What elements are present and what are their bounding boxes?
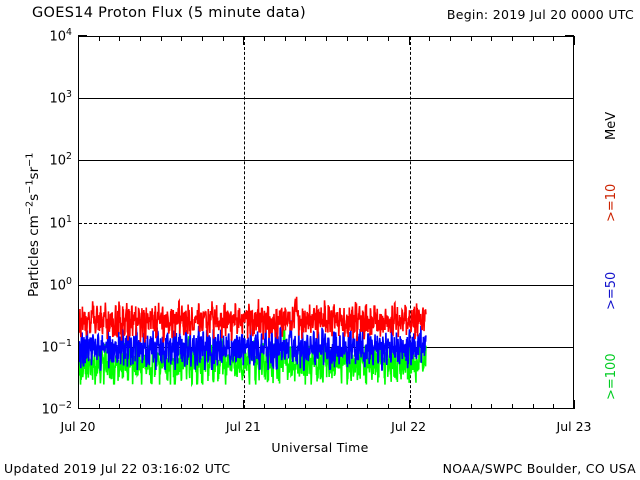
x-major-tick xyxy=(243,36,245,45)
x-minor-tick xyxy=(470,404,472,409)
legend-ge-50: >=50 xyxy=(604,271,619,310)
x-major-tick xyxy=(408,400,410,409)
x-minor-tick xyxy=(181,36,183,41)
x-minor-tick xyxy=(491,404,493,409)
x-tick-label-3: Jul 23 xyxy=(556,419,592,434)
x-minor-tick xyxy=(346,36,348,41)
plot-area xyxy=(78,36,574,409)
gridline-1e3 xyxy=(79,98,573,100)
x-minor-tick xyxy=(202,36,203,41)
legend-unit-mev: MeV xyxy=(604,111,619,140)
x-minor-tick xyxy=(367,404,369,409)
x-minor-tick xyxy=(367,36,369,41)
x-tick-label-2: Jul 22 xyxy=(391,419,427,434)
x-minor-tick xyxy=(429,36,431,41)
x-minor-tick xyxy=(450,404,451,409)
legend-ge-100: >=100 xyxy=(604,353,619,400)
source-credit: NOAA/SWPC Boulder, CO USA xyxy=(442,461,636,476)
x-minor-tick xyxy=(388,404,389,409)
x-minor-tick xyxy=(553,36,555,41)
x-minor-tick xyxy=(181,404,183,409)
y-major-tick xyxy=(78,35,87,36)
x-minor-tick xyxy=(140,36,141,41)
x-minor-tick xyxy=(264,36,265,41)
x-minor-tick xyxy=(470,36,472,41)
x-major-tick xyxy=(574,36,575,45)
begin-time-label: Begin: 2019 Jul 20 0000 UTC xyxy=(446,7,634,22)
legend-ge-10: >=10 xyxy=(604,183,619,222)
page-title: GOES14 Proton Flux (5 minute data) xyxy=(32,5,306,21)
x-major-tick xyxy=(574,400,575,409)
flux-series--10-mev xyxy=(79,296,427,343)
x-major-tick xyxy=(408,36,410,45)
x-minor-tick xyxy=(491,36,493,41)
x-major-tick xyxy=(78,400,79,409)
x-minor-tick xyxy=(346,404,348,409)
x-minor-tick xyxy=(222,36,224,41)
x-minor-tick xyxy=(553,404,555,409)
gridline-1e2 xyxy=(79,160,573,162)
x-minor-tick xyxy=(284,404,286,409)
x-minor-tick xyxy=(202,404,203,409)
x-minor-tick xyxy=(264,404,265,409)
x-minor-tick xyxy=(388,36,389,41)
x-minor-tick xyxy=(284,36,286,41)
y-tick-label-1e3: 103 xyxy=(49,89,73,107)
x-minor-tick xyxy=(119,36,121,41)
x-minor-tick xyxy=(512,36,513,41)
x-minor-tick xyxy=(140,404,141,409)
y-major-tick xyxy=(565,35,574,36)
y-tick-label-1e0: 100 xyxy=(49,275,73,293)
x-minor-tick xyxy=(326,404,327,409)
x-minor-tick xyxy=(160,404,162,409)
x-minor-tick xyxy=(305,404,307,409)
x-minor-tick xyxy=(98,36,100,41)
y-tick-label-1e-2: 10−2 xyxy=(41,400,72,418)
flux-series-group xyxy=(79,296,427,388)
x-major-tick xyxy=(243,400,245,409)
x-tick-label-0: Jul 20 xyxy=(60,419,96,434)
x-minor-tick xyxy=(119,404,121,409)
x-minor-tick xyxy=(450,36,451,41)
day-line-1 xyxy=(244,37,246,408)
day-line-2 xyxy=(409,37,411,408)
y-axis-title: Particles cm−2s−1sr−1 xyxy=(24,152,42,297)
y-tick-label-1e1: 101 xyxy=(49,213,73,231)
gridline-1e1 xyxy=(79,222,573,224)
x-minor-tick xyxy=(326,36,327,41)
x-minor-tick xyxy=(98,404,100,409)
x-minor-tick xyxy=(160,36,162,41)
gridline-1e0 xyxy=(79,284,573,286)
y-tick-label-1e-1: 10−1 xyxy=(41,337,72,356)
x-minor-tick xyxy=(429,404,431,409)
x-tick-label-1: Jul 21 xyxy=(225,419,261,434)
x-major-tick xyxy=(78,36,79,45)
x-minor-tick xyxy=(512,404,513,409)
x-axis-title: Universal Time xyxy=(271,440,369,455)
x-minor-tick xyxy=(305,36,307,41)
x-minor-tick xyxy=(532,36,534,41)
y-tick-label-1e4: 104 xyxy=(49,27,73,45)
x-minor-tick xyxy=(222,404,224,409)
updated-timestamp: Updated 2019 Jul 22 03:16:02 UTC xyxy=(4,461,231,476)
y-tick-label-1e2: 102 xyxy=(49,151,73,169)
x-minor-tick xyxy=(532,404,534,409)
